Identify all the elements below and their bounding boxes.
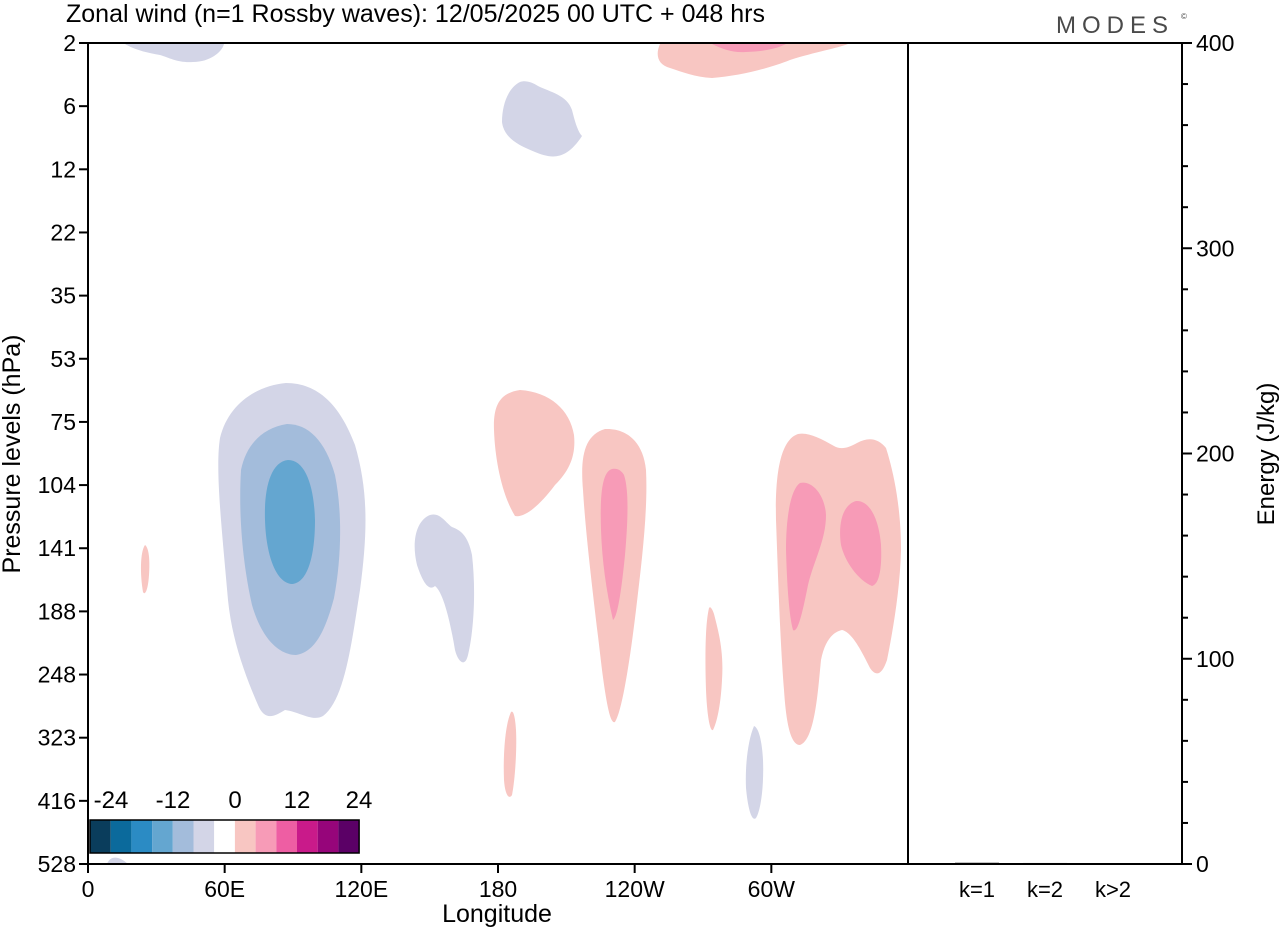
- longitude-tick-label: 60E: [204, 876, 245, 902]
- energy-category-label: k=1: [959, 877, 995, 902]
- contour-neg-top-left: [125, 44, 224, 63]
- energy-bar: [1023, 862, 1067, 864]
- longitude-tick-label: 180: [479, 876, 517, 902]
- pressure-tick-label: 12: [50, 156, 76, 182]
- logo-copyright-mark: ©: [1181, 12, 1187, 21]
- longitude-axis-ticks: 0 60E 120E 180 120W 60W: [82, 864, 796, 902]
- colorbar-swatch: [193, 820, 215, 853]
- contour-pos-small-lower: [503, 711, 517, 797]
- colorbar: [89, 819, 360, 854]
- colorbar-swatch: [234, 820, 256, 853]
- contour-pos-small-90w: [705, 607, 723, 731]
- colorbar-label: 0: [228, 787, 241, 814]
- colorbar-swatch: [90, 820, 111, 853]
- contour-pos-east-core-b: [840, 500, 882, 586]
- colorbar-labels: -24 -12 0 12 24: [94, 787, 373, 814]
- colorbar-label: 12: [284, 787, 311, 814]
- x-axis-title: Longitude: [442, 900, 552, 928]
- pressure-tick-label: 416: [38, 788, 76, 814]
- colorbar-swatch: [172, 820, 194, 853]
- pressure-axis-ticks: 2 6 12 22 35 53 75 104 141 188 248 323 416 528: [38, 30, 88, 877]
- colorbar-swatch: [131, 820, 153, 853]
- modes-logo: MODES: [1056, 12, 1174, 39]
- energy-tick-label: 0: [1196, 851, 1209, 877]
- colorbar-swatch: [214, 820, 235, 853]
- pressure-tick-label: 35: [50, 283, 76, 309]
- contour-pos-small-west: [140, 545, 150, 594]
- energy-tick-label: 400: [1196, 30, 1234, 56]
- contour-neg-bottom-left: [107, 857, 128, 864]
- contour-neg-small-lower: [745, 726, 764, 819]
- y-axis-title: Pressure levels (hPa): [0, 335, 26, 574]
- colorbar-label: 24: [346, 787, 373, 814]
- colorbar-swatch: [317, 820, 339, 853]
- contour-pos-120w-core: [600, 468, 628, 620]
- pressure-tick-label: 6: [63, 93, 76, 119]
- energy-bars: k=1 k=2 k>2: [955, 862, 1135, 902]
- pressure-tick-label: 75: [50, 409, 76, 435]
- pressure-tick-label: 528: [38, 851, 76, 877]
- contour-pos-dateline: [493, 390, 575, 517]
- pressure-tick-label: 22: [50, 219, 76, 245]
- contour-fills: [107, 44, 901, 864]
- contour-pos-upper: [657, 44, 848, 78]
- energy-tick-label: 200: [1196, 441, 1234, 467]
- colorbar-swatch: [276, 820, 297, 853]
- pressure-tick-label: 188: [38, 598, 76, 624]
- pressure-tick-label: 2: [63, 30, 76, 56]
- longitude-tick-label: 60W: [748, 876, 796, 902]
- energy-tick-label: 100: [1196, 646, 1234, 672]
- contour-neg-upper: [502, 81, 582, 157]
- colorbar-swatch: [255, 820, 277, 853]
- energy-bar: [1091, 863, 1135, 864]
- pressure-tick-label: 53: [50, 346, 76, 372]
- longitude-tick-label: 0: [82, 876, 95, 902]
- contour-neg-core: [264, 460, 315, 584]
- longitude-tick-label: 120W: [605, 876, 665, 902]
- colorbar-label: -12: [156, 787, 191, 814]
- contour-neg-dateline-west: [414, 514, 475, 663]
- longitude-tick-label: 120E: [334, 876, 388, 902]
- colorbar-swatch: [297, 820, 318, 853]
- colorbar-swatch: [338, 820, 360, 853]
- energy-category-label: k=2: [1027, 877, 1063, 902]
- energy-bar: [955, 862, 999, 864]
- colorbar-outline: [89, 819, 360, 854]
- pressure-tick-label: 104: [38, 472, 77, 498]
- energy-category-label: k>2: [1095, 877, 1131, 902]
- pressure-tick-label: 141: [38, 535, 76, 561]
- pressure-tick-label: 248: [38, 662, 76, 688]
- energy-tick-label: 300: [1196, 235, 1234, 261]
- contour-pos-upper-core: [712, 44, 786, 53]
- contour-pos-east-core-a: [786, 482, 826, 631]
- energy-axis-title: Energy (J/kg): [1253, 383, 1280, 526]
- colorbar-swatch: [152, 820, 173, 853]
- chart-title: Zonal wind (n=1 Rossby waves): 12/05/202…: [66, 0, 765, 28]
- colorbar-swatch: [110, 820, 132, 853]
- pressure-tick-label: 323: [38, 725, 76, 751]
- energy-axis-ticks: 0 100 200 300 400: [1182, 30, 1234, 877]
- colorbar-label: -24: [94, 787, 129, 814]
